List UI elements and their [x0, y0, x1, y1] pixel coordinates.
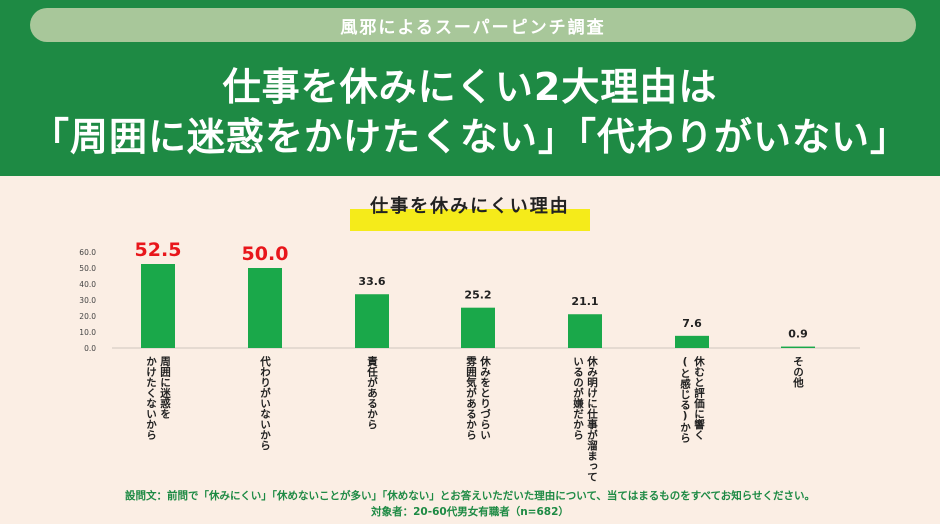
headline-line-2: 「周囲に迷惑をかけたくない」「代わりがいない」 [30, 115, 909, 159]
category-label: 責任があるから [366, 355, 378, 430]
y-tick-label: 0.0 [84, 344, 96, 353]
y-tick-label: 40.0 [79, 280, 96, 289]
bar [568, 314, 602, 348]
bar-value-label: 25.2 [464, 289, 491, 302]
bar-value-label: 21.1 [571, 295, 598, 308]
bar-value-label: 50.0 [242, 243, 289, 265]
category-label: 休みをとりづらい [479, 355, 491, 440]
y-tick-label: 10.0 [79, 328, 96, 337]
headline-line-1: 仕事を休みにくい2大理由は [222, 65, 718, 109]
category-label: 周囲に迷惑を [159, 356, 171, 419]
bar-value-label: 0.9 [788, 328, 808, 341]
y-tick-label: 50.0 [79, 264, 96, 273]
bar [461, 307, 495, 348]
category-label: 休むと評価に響く [693, 355, 705, 441]
respondents-footnote: 対象者：20-60代男女有職者（n=682） [371, 506, 569, 518]
bar-value-label: 52.5 [135, 239, 182, 261]
category-label: その他 [792, 356, 804, 388]
category-label: かけたくないから [145, 356, 157, 441]
bar-value-label: 33.6 [358, 275, 385, 288]
bar [248, 268, 282, 348]
headline: 仕事を休みにくい2大理由は 「周囲に迷惑をかけたくない」「代わりがいない」 [0, 62, 940, 162]
header-banner: 風邪によるスーパーピンチ調査 仕事を休みにくい2大理由は 「周囲に迷惑をかけたく… [0, 0, 940, 176]
question-footnote: 設問文：前問で「休みにくい」「休めないことが多い」「休めない」とお答えいただいた… [124, 490, 816, 502]
y-tick-label: 60.0 [79, 248, 96, 257]
category-label: いるのが嫌だから [572, 356, 584, 441]
category-label: 休み明けに仕事が溜まって [586, 355, 598, 482]
bar-value-label: 7.6 [682, 317, 702, 330]
bar [675, 335, 709, 348]
category-label: 雰囲気があるから [465, 356, 477, 441]
category-label: (と感じる)から [679, 356, 691, 444]
y-tick-label: 30.0 [79, 296, 96, 305]
survey-name-pill: 風邪によるスーパーピンチ調査 [30, 8, 916, 42]
bar-chart: 60.0 50.0 40.0 30.0 20.0 10.0 0.0 52.5 周囲に迷惑をかけた… [79, 239, 860, 482]
bar [141, 264, 175, 348]
bar [355, 294, 389, 348]
bar [781, 346, 815, 348]
category-label: 代わりがいないから [259, 355, 271, 451]
y-tick-label: 20.0 [79, 312, 96, 321]
